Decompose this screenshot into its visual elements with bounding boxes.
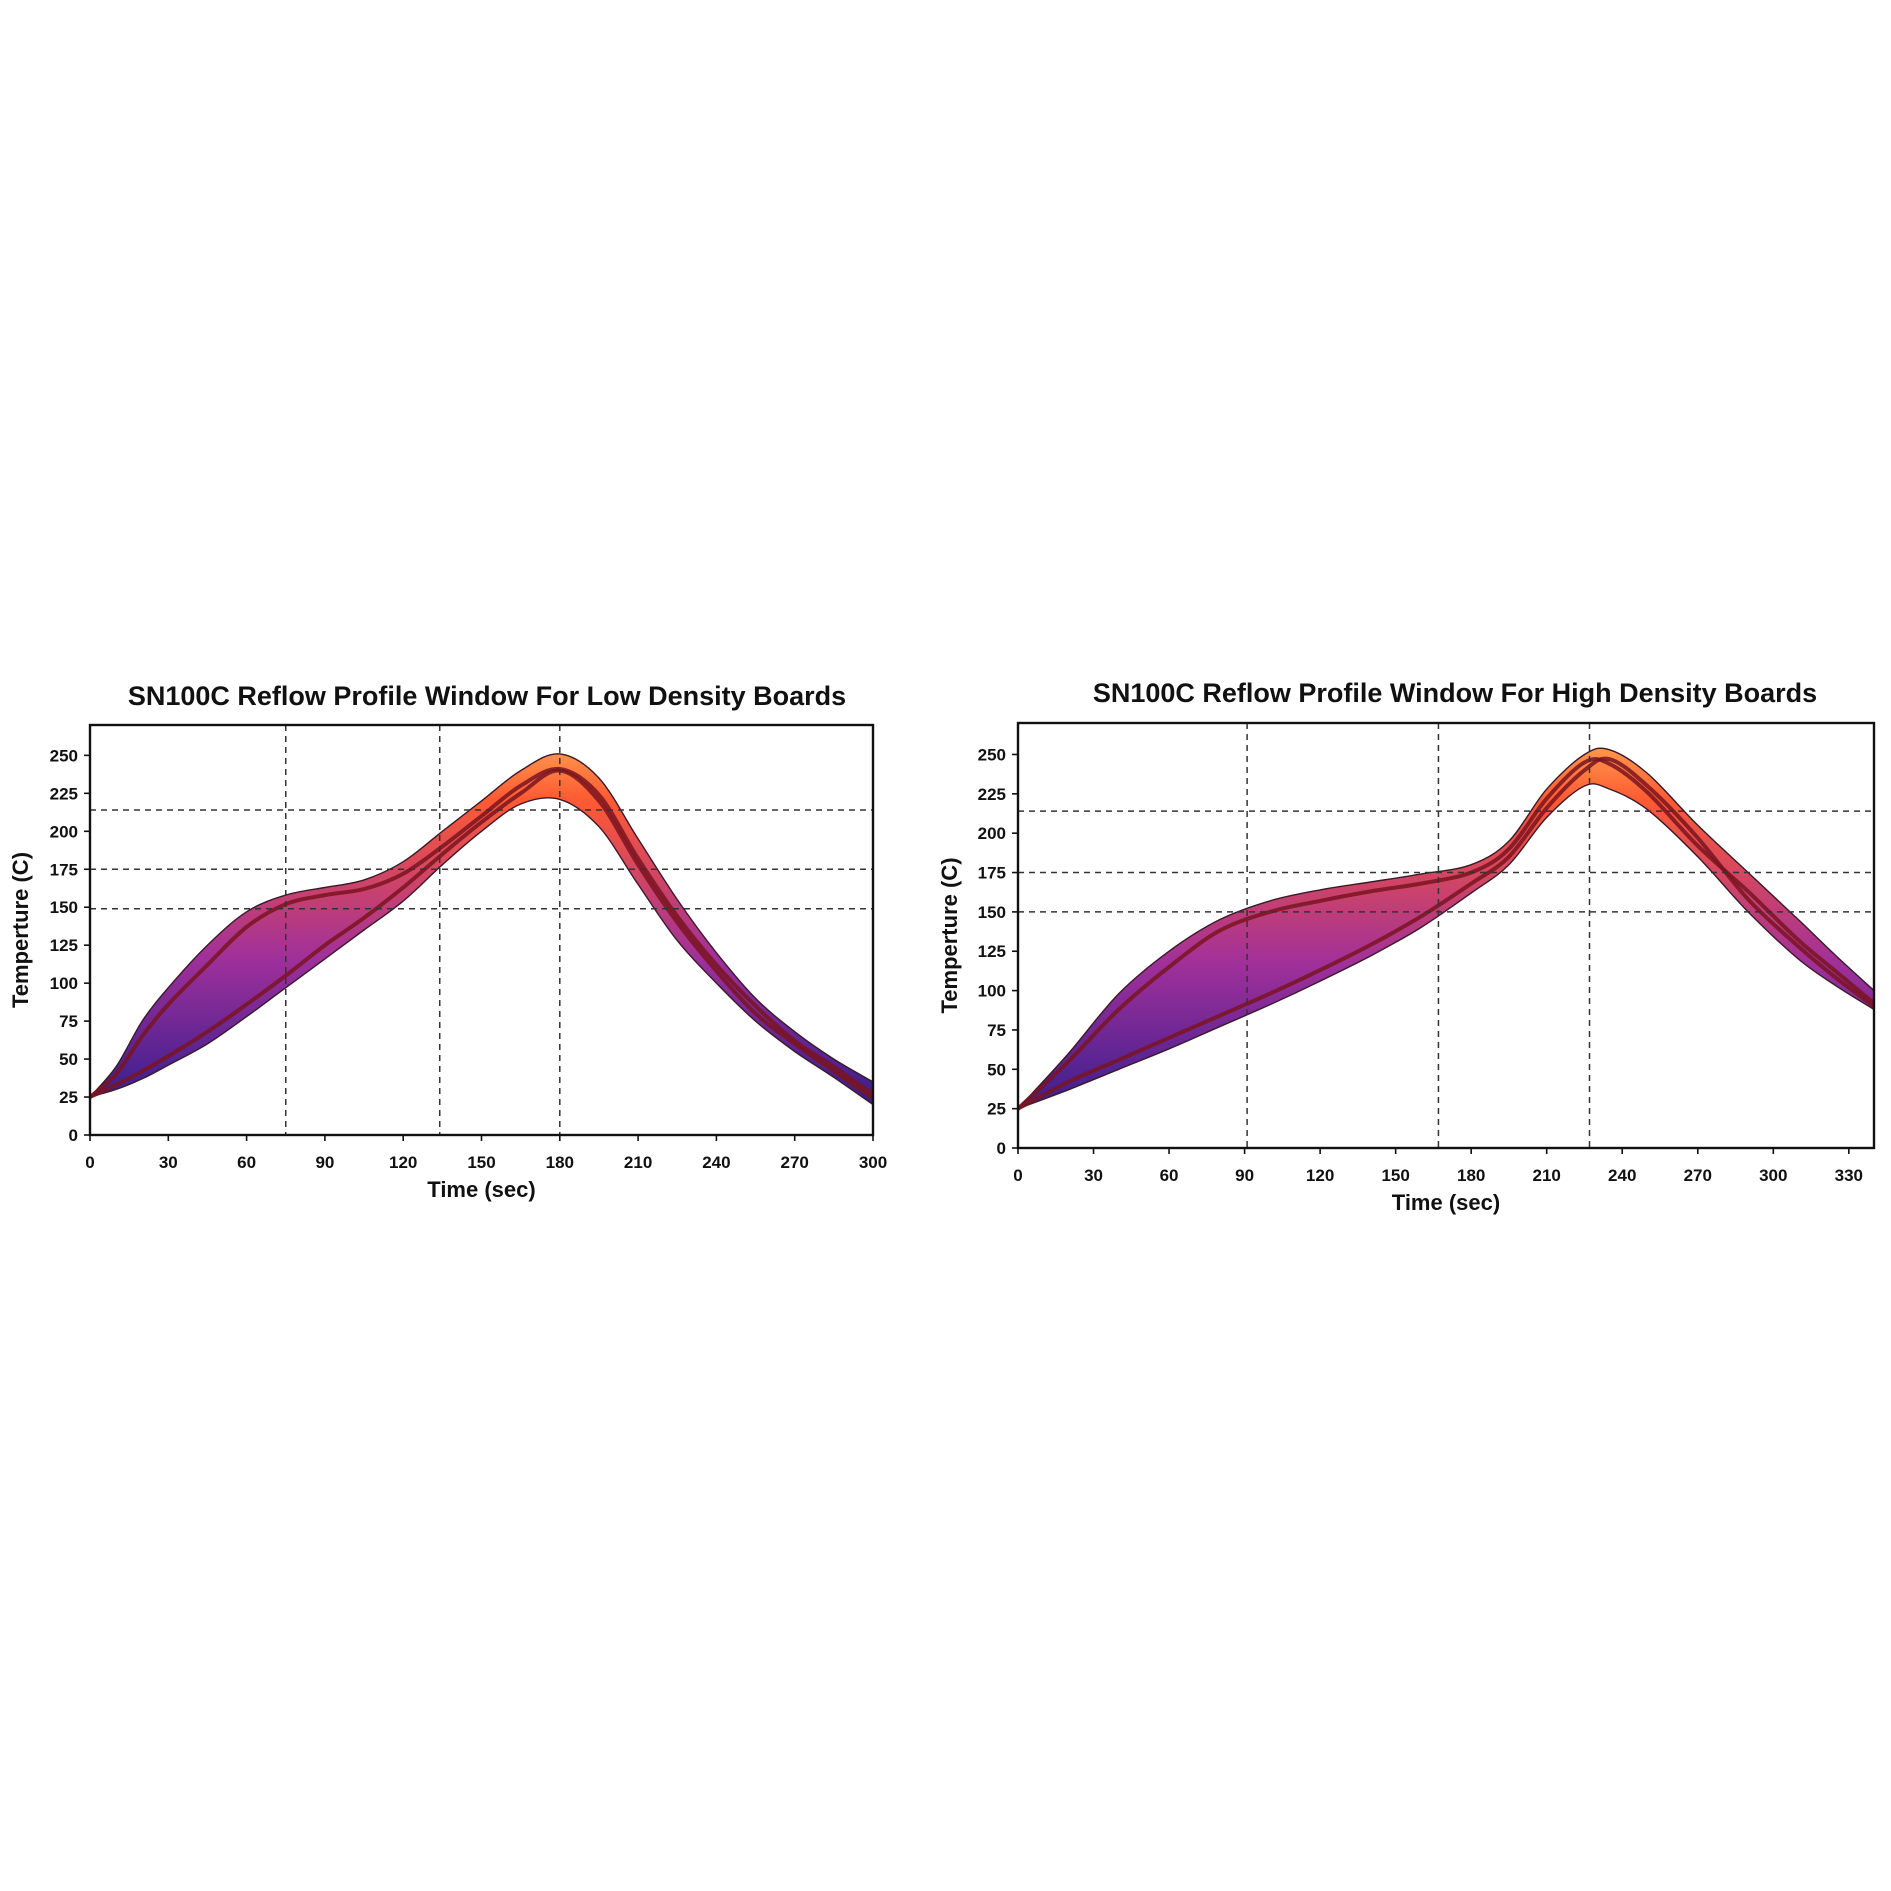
plot-frame [1016, 721, 1876, 1150]
x-axis-label: Time (sec) [1392, 1190, 1500, 1215]
y-tick-label: 0 [69, 1126, 78, 1145]
x-tick-label: 150 [1381, 1166, 1409, 1185]
y-tick-label: 75 [987, 1021, 1006, 1040]
y-tick-label: 25 [59, 1088, 78, 1107]
x-tick-label: 90 [1235, 1166, 1254, 1185]
y-tick-label: 75 [59, 1012, 78, 1031]
y-tick-label: 0 [997, 1139, 1006, 1158]
chart-title: SN100C Reflow Profile Window For Low Den… [128, 681, 846, 711]
y-tick-label: 125 [978, 942, 1006, 961]
x-tick-label: 60 [237, 1153, 256, 1172]
x-axis-label: Time (sec) [427, 1177, 535, 1202]
y-tick-label: 175 [50, 860, 78, 879]
y-tick-label: 250 [50, 746, 78, 765]
y-tick-label: 200 [50, 822, 78, 841]
y-tick-label: 250 [978, 745, 1006, 764]
x-tick-label: 30 [159, 1153, 178, 1172]
x-tick-label: 180 [546, 1153, 574, 1172]
x-tick-label: 270 [781, 1153, 809, 1172]
profile-window-band [1018, 747, 1874, 1110]
y-tick-label: 125 [50, 936, 78, 955]
profile-window-band [90, 753, 873, 1106]
x-tick-label: 240 [702, 1153, 730, 1172]
x-tick-label: 210 [624, 1153, 652, 1172]
low-density-chart: SN100C Reflow Profile Window For Low Den… [8, 681, 887, 1202]
y-tick-label: 225 [50, 784, 78, 803]
profile-line-upper [90, 766, 873, 1099]
plot-frame [88, 723, 875, 1137]
x-tick-label: 30 [1084, 1166, 1103, 1185]
x-tick-label: 90 [315, 1153, 334, 1172]
x-tick-label: 120 [389, 1153, 417, 1172]
plot-area [1018, 747, 1874, 1111]
y-tick-label: 100 [50, 974, 78, 993]
y-axis-label: Temperture (C) [8, 852, 33, 1008]
x-tick-label: 180 [1457, 1166, 1485, 1185]
x-tick-label: 60 [1160, 1166, 1179, 1185]
y-tick-label: 150 [978, 903, 1006, 922]
profile-line-upper [1018, 757, 1874, 1111]
y-tick-label: 50 [59, 1050, 78, 1069]
chart-title: SN100C Reflow Profile Window For High De… [1093, 678, 1817, 708]
y-tick-label: 200 [978, 824, 1006, 843]
high-density-chart: SN100C Reflow Profile Window For High De… [937, 678, 1876, 1215]
x-tick-label: 300 [859, 1153, 887, 1172]
y-tick-label: 100 [978, 982, 1006, 1001]
x-tick-label: 0 [85, 1153, 94, 1172]
x-tick-label: 270 [1684, 1166, 1712, 1185]
profile-line-lower [90, 768, 873, 1101]
y-axis-label: Temperture (C) [937, 857, 962, 1013]
x-tick-label: 240 [1608, 1166, 1636, 1185]
y-tick-label: 175 [978, 864, 1006, 883]
x-tick-label: 210 [1533, 1166, 1561, 1185]
profile-line-lower [1018, 756, 1874, 1111]
x-tick-label: 0 [1013, 1166, 1022, 1185]
x-tick-label: 300 [1759, 1166, 1787, 1185]
plot-area [90, 753, 873, 1106]
y-tick-label: 225 [978, 785, 1006, 804]
x-tick-label: 150 [467, 1153, 495, 1172]
x-tick-label: 120 [1306, 1166, 1334, 1185]
y-tick-label: 25 [987, 1100, 1006, 1119]
x-tick-label: 330 [1835, 1166, 1863, 1185]
y-tick-label: 50 [987, 1060, 1006, 1079]
y-tick-label: 150 [50, 898, 78, 917]
